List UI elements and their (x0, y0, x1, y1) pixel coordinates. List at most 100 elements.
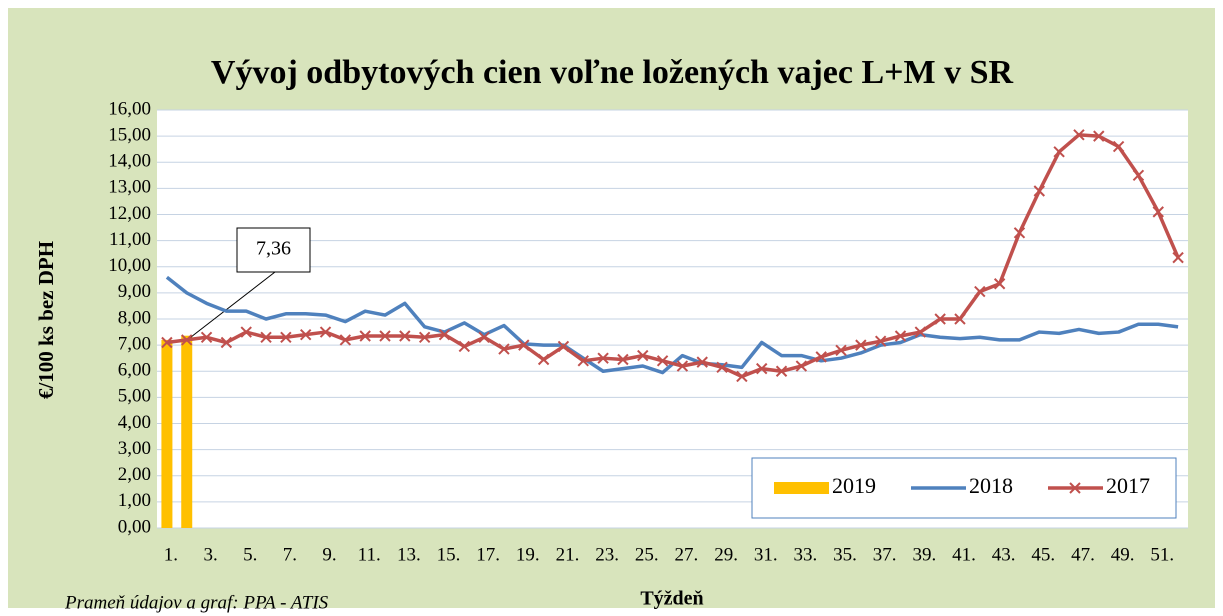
marker (200, 331, 213, 343)
marker (1053, 146, 1065, 158)
marker (795, 360, 808, 372)
y-tick-label: 15,00 (108, 124, 151, 145)
x-tick-label: 9. (322, 544, 336, 565)
marker (855, 339, 867, 351)
y-tick-label: 14,00 (108, 151, 151, 172)
marker (1013, 227, 1026, 239)
marker (1132, 169, 1145, 182)
y-tick-label: 16,00 (108, 98, 151, 119)
marker (379, 330, 391, 342)
marker (418, 331, 431, 343)
x-tick-label: 49. (1111, 544, 1135, 565)
x-tick-label: 51. (1150, 544, 1174, 565)
marker (597, 352, 609, 364)
legend-swatch (774, 482, 829, 494)
x-tick-label: 41. (952, 544, 976, 565)
y-tick-label: 3,00 (118, 438, 151, 459)
marker (874, 335, 887, 347)
marker (934, 313, 946, 325)
marker (1172, 251, 1184, 264)
marker (993, 278, 1006, 290)
y-tick-label: 11,00 (109, 229, 151, 250)
marker (181, 334, 193, 346)
x-tick-label: 15. (437, 544, 461, 565)
x-tick-label: 5. (243, 544, 257, 565)
x-tick-label: 27. (675, 544, 699, 565)
legend-label: 2017 (1106, 473, 1150, 498)
marker (458, 340, 471, 353)
legend-label: 2019 (832, 473, 876, 498)
y-axis-title: €/100 ks bez DPH (34, 241, 58, 399)
marker (974, 285, 986, 298)
marker (280, 331, 292, 343)
marker (161, 336, 173, 349)
marker (518, 339, 530, 351)
x-tick-label: 13. (397, 544, 421, 565)
y-tick-label: 8,00 (118, 307, 151, 328)
y-tick-label: 10,00 (108, 255, 151, 276)
y-tick-label: 12,00 (108, 203, 151, 224)
marker (637, 349, 649, 362)
marker (736, 370, 748, 383)
x-axis-title: Týždeň (640, 588, 703, 610)
marker (240, 326, 252, 338)
label-leader (188, 271, 276, 340)
x-tick-label: 31. (754, 544, 778, 565)
marker (775, 365, 788, 377)
marker (359, 330, 371, 342)
y-tick-label: 4,00 (118, 412, 151, 433)
marker (220, 336, 233, 349)
marker (676, 360, 689, 372)
y-tick-label: 7,00 (118, 333, 151, 354)
y-tick-label: 0,00 (118, 516, 151, 537)
marker (1033, 185, 1046, 197)
marker (756, 362, 768, 375)
y-tick-label: 1,00 (118, 490, 151, 511)
x-tick-label: 37. (873, 544, 897, 565)
x-tick-label: 43. (992, 544, 1016, 565)
chart-title: Vývoj odbytových cien voľne ložených vaj… (211, 54, 1014, 91)
marker (914, 326, 927, 338)
x-tick-label: 35. (833, 544, 857, 565)
x-tick-label: 17. (476, 544, 500, 565)
bar (181, 335, 193, 528)
bar (161, 339, 173, 528)
x-tick-label: 7. (283, 544, 297, 565)
marker (716, 361, 728, 374)
marker (617, 353, 629, 366)
x-tick-label: 39. (912, 544, 936, 565)
marker (260, 331, 272, 343)
x-tick-label: 29. (714, 544, 738, 565)
marker (656, 355, 669, 367)
legend-label: 2018 (969, 473, 1013, 498)
marker (478, 331, 490, 343)
x-tick-label: 23. (595, 544, 619, 565)
marker (299, 328, 312, 341)
label-box (236, 227, 311, 273)
marker (438, 328, 451, 341)
marker (1112, 140, 1125, 153)
data-label: 7,36 (256, 238, 291, 260)
line-series (166, 133, 1180, 379)
marker (498, 343, 510, 355)
y-tick-label: 5,00 (118, 386, 151, 407)
x-tick-label: 19. (516, 544, 540, 565)
source-note: Prameň údajov a graf: PPA - ATIS (64, 592, 329, 613)
marker (835, 344, 847, 357)
x-tick-label: 45. (1031, 544, 1055, 565)
x-tick-label: 3. (203, 544, 217, 565)
marker (1073, 129, 1085, 141)
legend-marker (1069, 482, 1081, 494)
x-tick-label: 1. (164, 544, 178, 565)
x-tick-label: 47. (1071, 544, 1095, 565)
marker (894, 330, 907, 342)
marker (815, 351, 827, 363)
y-tick-label: 9,00 (118, 281, 151, 302)
marker (696, 356, 708, 368)
marker (399, 330, 411, 342)
marker (557, 340, 570, 353)
x-tick-label: 21. (556, 544, 580, 565)
marker (319, 326, 332, 338)
marker (1093, 130, 1105, 142)
